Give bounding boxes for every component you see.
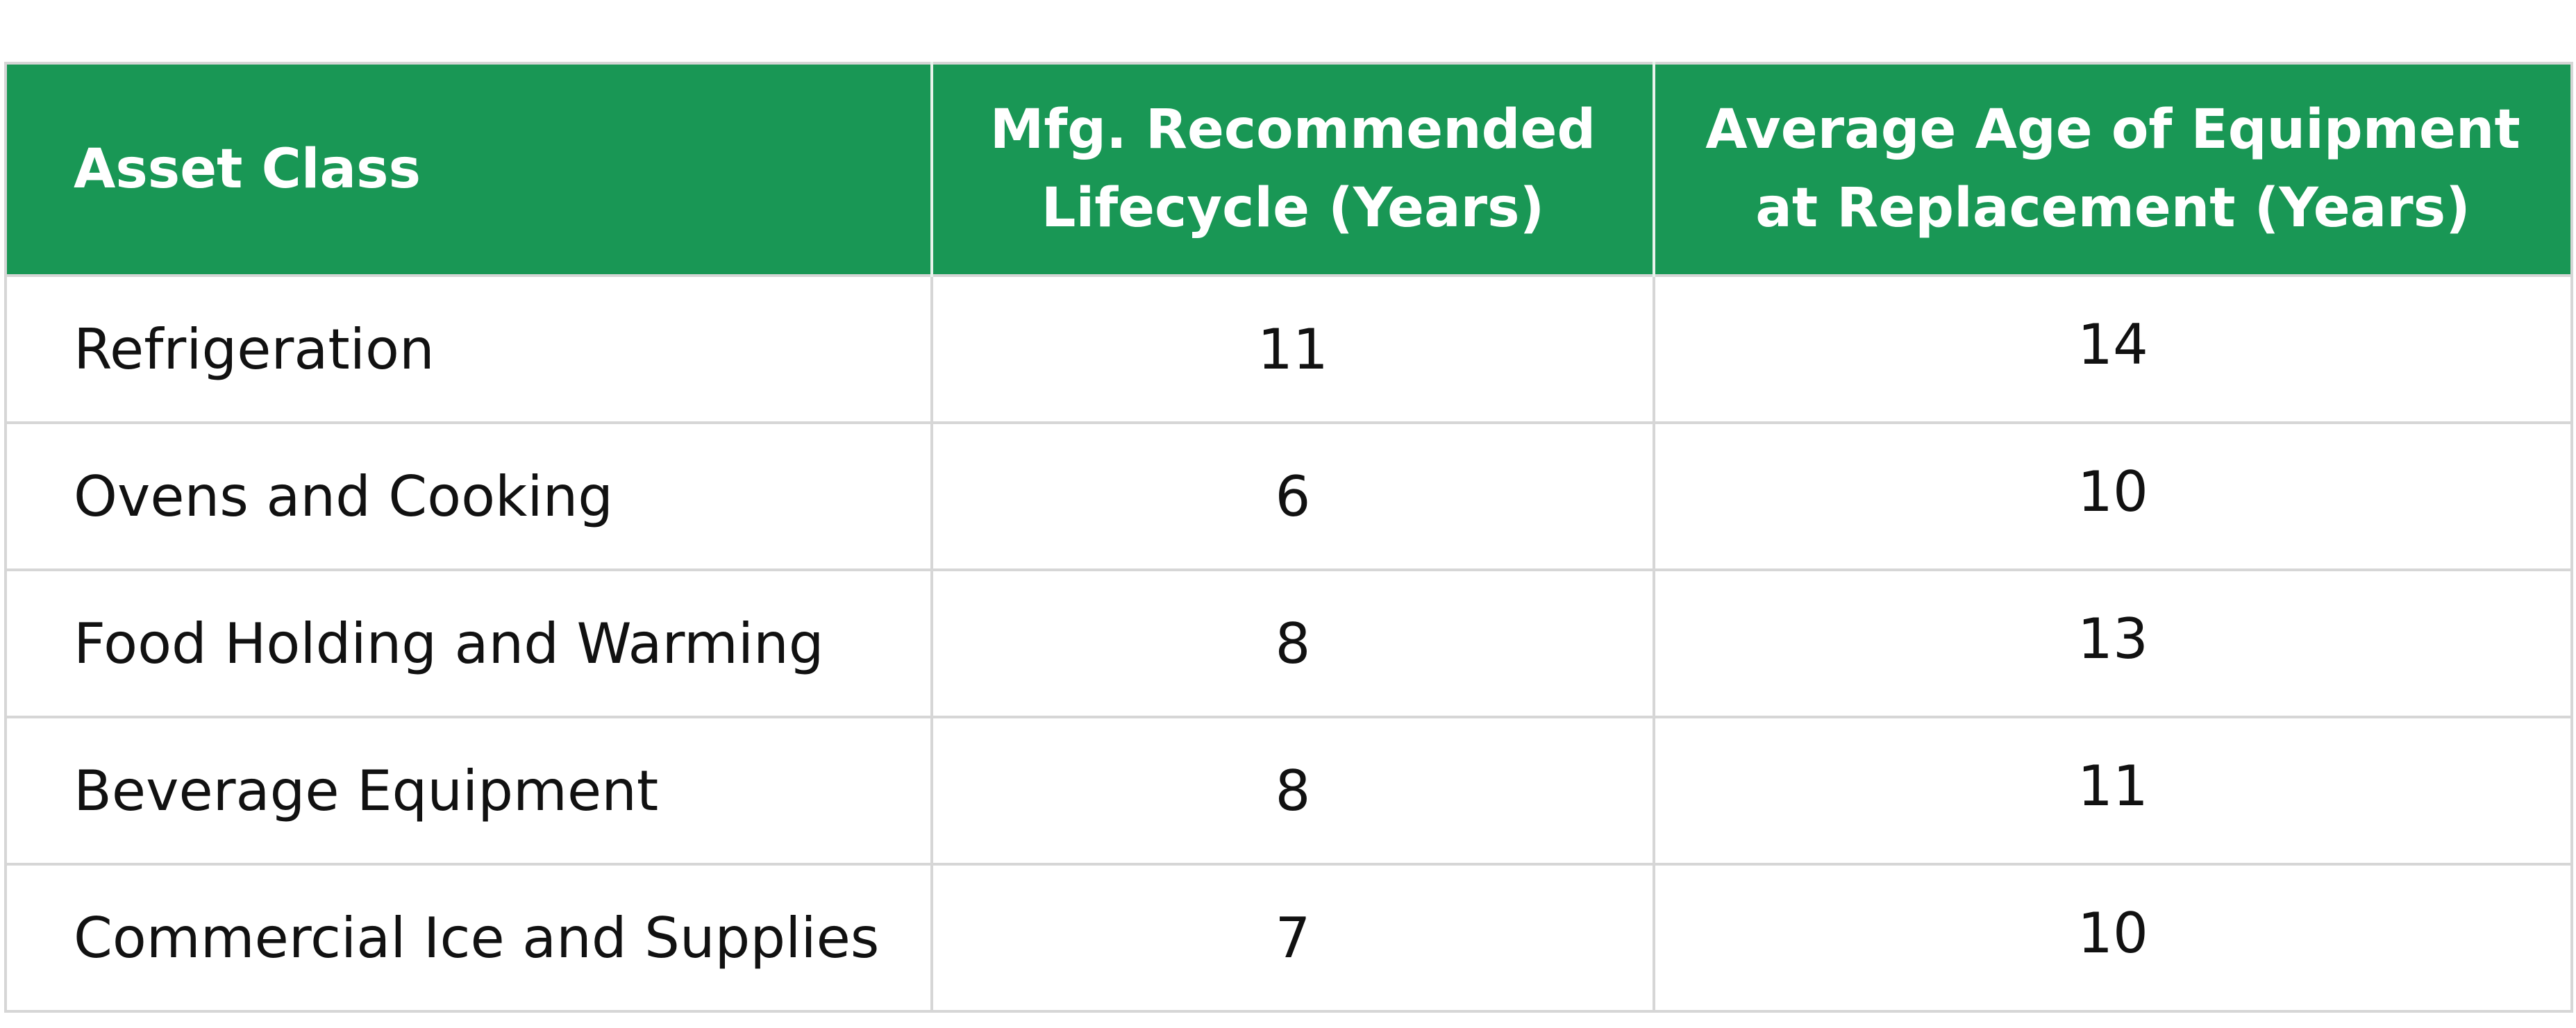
average-replacement-age-cell: 14 bbox=[1653, 274, 2573, 424]
recommended-lifecycle-cell: 6 bbox=[930, 421, 1655, 571]
header-asset-class: Asset Class bbox=[6, 63, 933, 276]
asset-class-cell: Ovens and Cooking bbox=[4, 421, 933, 571]
asset-class-cell: Beverage Equipment bbox=[4, 716, 933, 866]
recommended-lifecycle-cell: 8 bbox=[930, 716, 1655, 866]
asset-lifecycle-table: Asset Class Mfg. Recommended Lifecycle (… bbox=[4, 62, 2573, 1013]
average-replacement-age-cell: 13 bbox=[1653, 568, 2573, 718]
header-recommended-lifecycle: Mfg. Recommended Lifecycle (Years) bbox=[930, 63, 1655, 276]
table-row: Ovens and Cooking 6 10 bbox=[4, 421, 2573, 571]
table-body: Refrigeration 11 14 Ovens and Cooking 6 … bbox=[4, 274, 2573, 1013]
header-average-replacement-age-line-2: at Replacement (Years) bbox=[1755, 177, 2470, 239]
recommended-lifecycle-cell: 7 bbox=[930, 863, 1655, 1013]
average-replacement-age-cell: 10 bbox=[1653, 863, 2573, 1013]
table-header-row: Asset Class Mfg. Recommended Lifecycle (… bbox=[6, 63, 2572, 276]
header-average-replacement-age-line-1: Average Age of Equipment bbox=[1705, 99, 2520, 161]
average-replacement-age-cell: 11 bbox=[1653, 716, 2573, 866]
average-replacement-age-cell: 10 bbox=[1653, 421, 2573, 571]
header-recommended-lifecycle-line-1: Mfg. Recommended bbox=[989, 99, 1596, 161]
recommended-lifecycle-cell: 8 bbox=[930, 568, 1655, 718]
asset-class-cell: Refrigeration bbox=[4, 274, 933, 424]
table-row: Commercial Ice and Supplies 7 10 bbox=[4, 863, 2573, 1013]
table-row: Beverage Equipment 8 11 bbox=[4, 716, 2573, 866]
header-average-replacement-age: Average Age of Equipment at Replacement … bbox=[1653, 63, 2572, 276]
asset-class-cell: Food Holding and Warming bbox=[4, 568, 933, 718]
header-recommended-lifecycle-line-2: Lifecycle (Years) bbox=[1041, 177, 1545, 239]
table-row: Refrigeration 11 14 bbox=[4, 274, 2573, 424]
asset-class-cell: Commercial Ice and Supplies bbox=[4, 863, 933, 1013]
table-row: Food Holding and Warming 8 13 bbox=[4, 568, 2573, 718]
recommended-lifecycle-cell: 11 bbox=[930, 274, 1655, 424]
